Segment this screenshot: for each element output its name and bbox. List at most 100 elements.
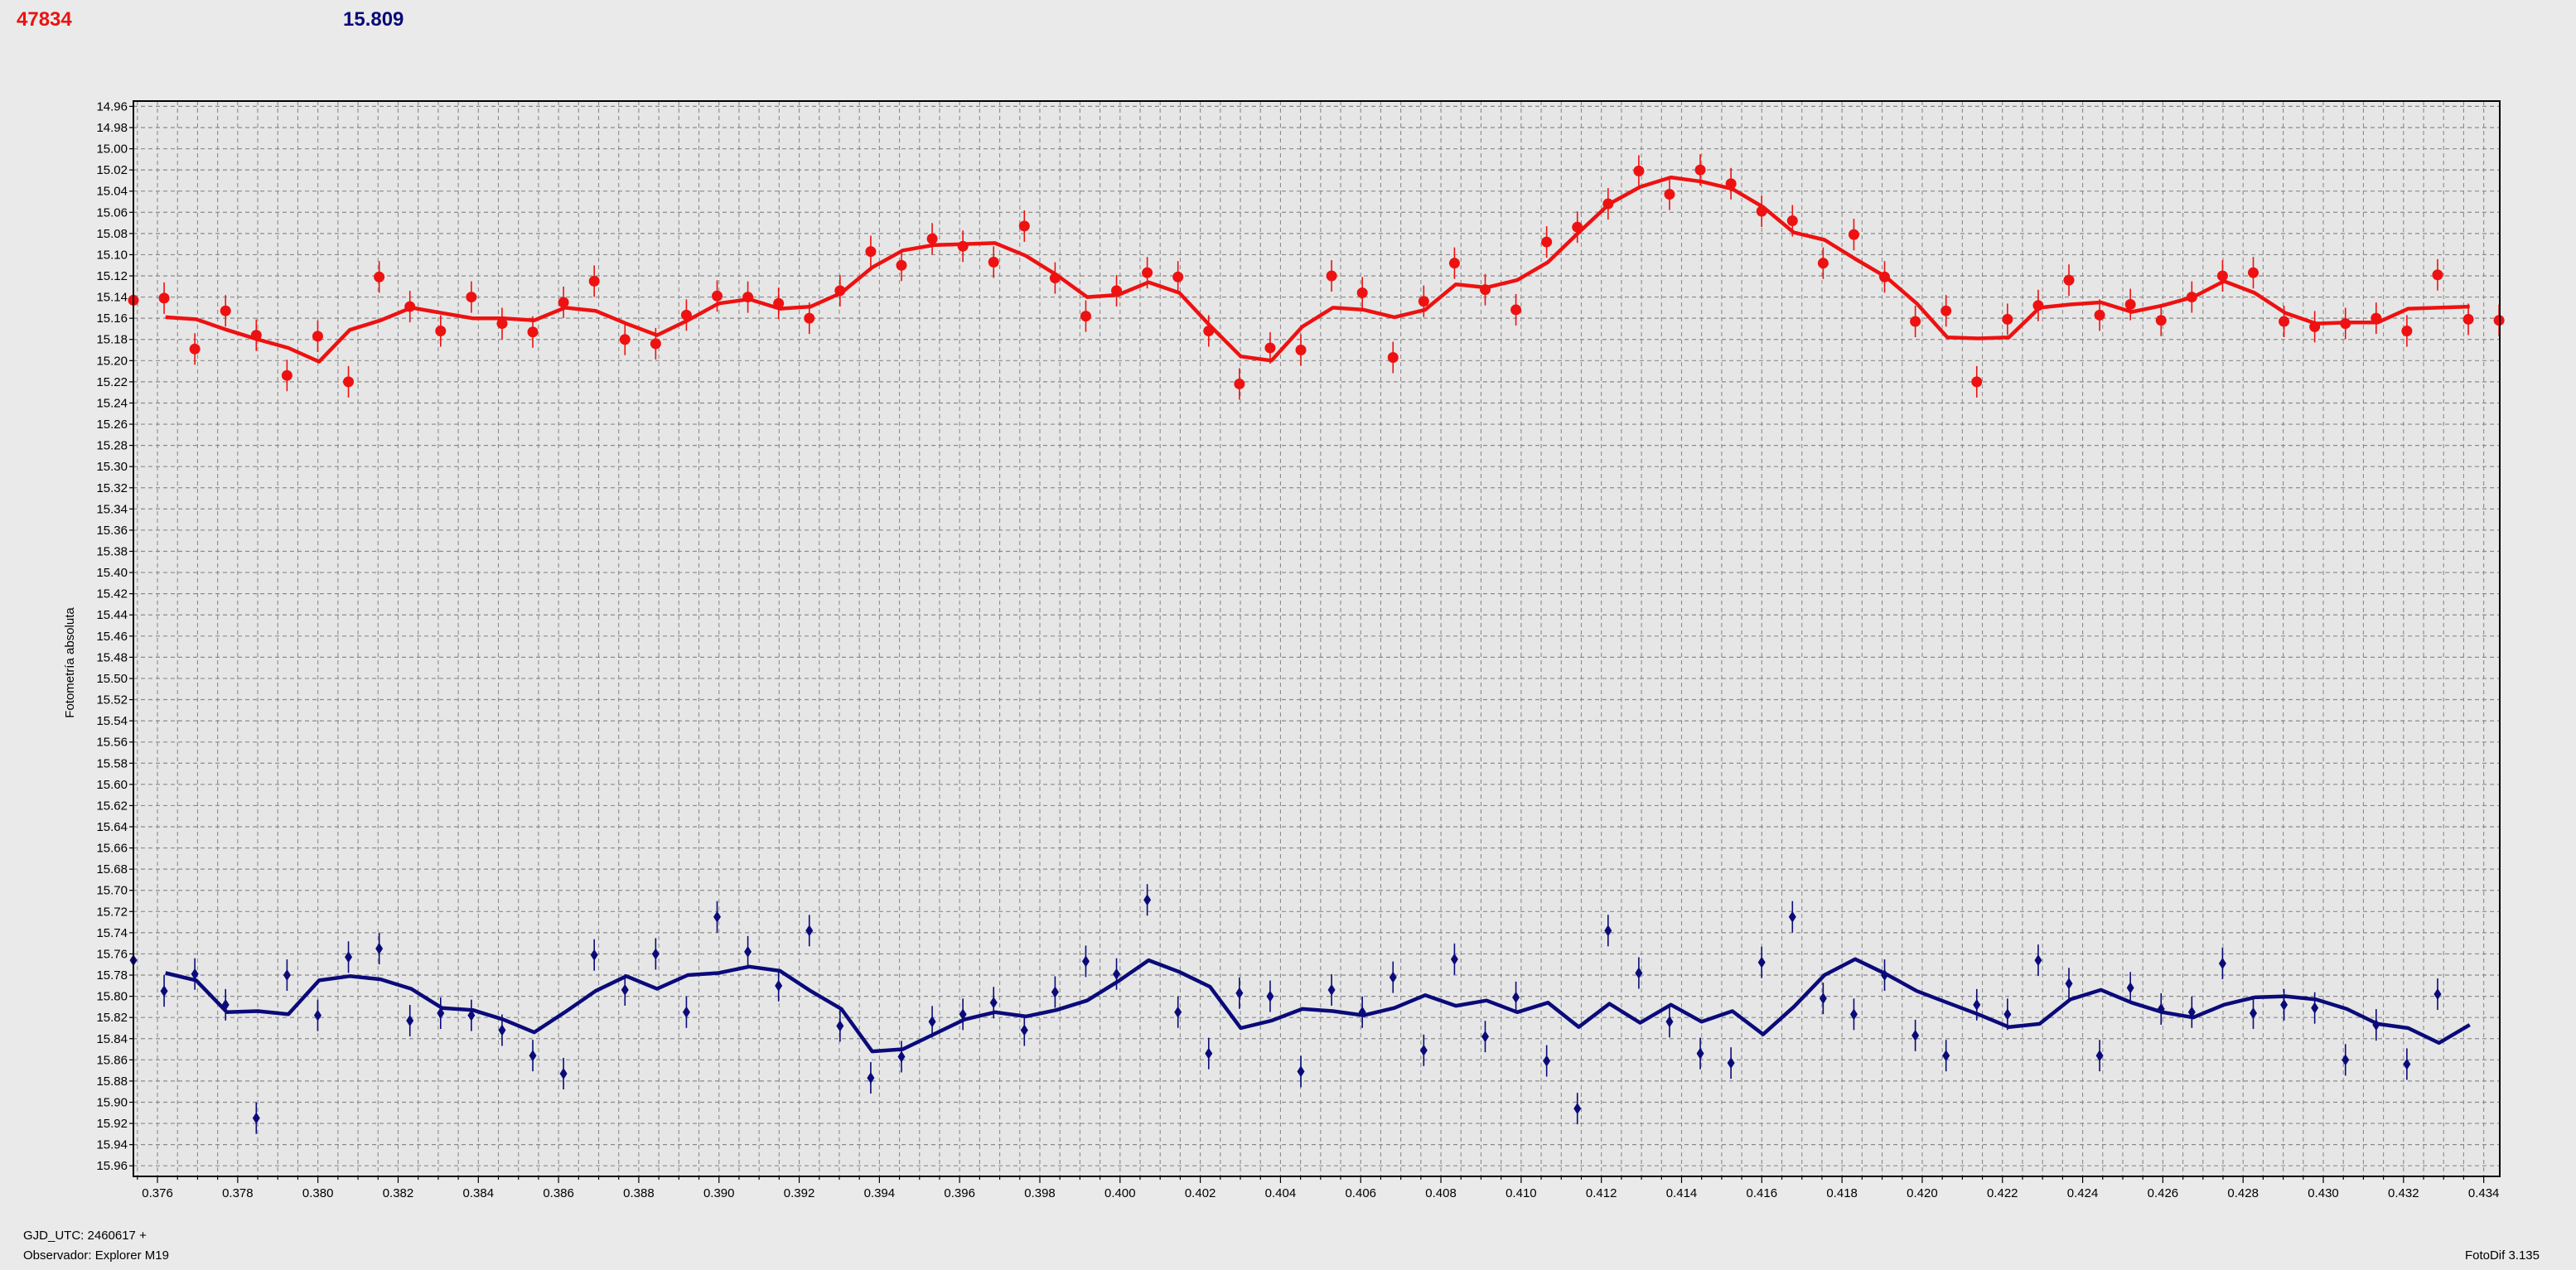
data-point xyxy=(1020,1024,1028,1036)
series-line xyxy=(165,957,2471,1054)
data-point xyxy=(467,1009,476,1021)
observer-label: Observador: Explorer M19 xyxy=(23,1248,169,1263)
y-tick-label: 15.52 xyxy=(96,693,128,707)
data-point xyxy=(2401,326,2413,337)
data-point xyxy=(896,259,907,271)
data-point xyxy=(959,1008,967,1021)
x-tick-label: 0.420 xyxy=(1907,1186,1938,1200)
y-tick-label: 15.90 xyxy=(96,1095,128,1109)
data-point xyxy=(283,969,291,982)
x-tick-label: 0.412 xyxy=(1586,1186,1617,1200)
y-tick-label: 15.56 xyxy=(96,736,128,750)
x-tick-label: 0.408 xyxy=(1425,1186,1457,1200)
data-point xyxy=(1418,296,1429,307)
data-point xyxy=(1018,220,1030,232)
data-point xyxy=(1786,215,1798,227)
x-tick-label: 0.384 xyxy=(463,1186,495,1200)
data-point xyxy=(2155,315,2167,326)
x-tick-label: 0.426 xyxy=(2148,1186,2179,1200)
data-point xyxy=(1971,376,1983,388)
x-tick-label: 0.398 xyxy=(1024,1186,1056,1200)
data-point xyxy=(1203,326,1215,337)
data-point xyxy=(1849,1008,1858,1021)
data-point xyxy=(1848,229,1859,240)
y-tick-label: 15.46 xyxy=(96,630,128,644)
data-point xyxy=(529,1050,537,1062)
y-tick-label: 15.80 xyxy=(96,990,128,1004)
x-tick-label: 0.386 xyxy=(543,1186,574,1200)
data-point xyxy=(1480,284,1491,296)
data-point xyxy=(712,290,723,302)
data-point xyxy=(1297,1065,1305,1078)
data-point xyxy=(404,301,416,312)
data-point xyxy=(744,945,752,958)
x-tick-label: 0.416 xyxy=(1747,1186,1778,1200)
y-tick-label: 15.08 xyxy=(96,227,128,241)
plot-background xyxy=(133,101,2500,1176)
data-point xyxy=(2309,321,2321,332)
data-point xyxy=(2342,1054,2350,1066)
data-point xyxy=(1512,991,1520,1003)
data-point xyxy=(1051,986,1059,998)
data-point xyxy=(650,338,661,350)
data-point xyxy=(2279,316,2290,327)
data-point xyxy=(2126,982,2134,994)
data-point xyxy=(682,1006,690,1018)
x-tick-label: 0.388 xyxy=(623,1186,655,1200)
y-tick-label: 15.44 xyxy=(96,608,128,622)
data-point xyxy=(1696,1047,1704,1060)
y-tick-label: 15.88 xyxy=(96,1074,128,1089)
data-point xyxy=(1205,1047,1213,1060)
data-point xyxy=(619,334,631,345)
y-tick-label: 15.16 xyxy=(96,311,128,326)
data-point xyxy=(2371,312,2382,324)
y-tick-label: 15.54 xyxy=(96,714,128,728)
data-point xyxy=(2432,269,2443,281)
x-tick-label: 0.382 xyxy=(383,1186,414,1200)
x-axis-ticks: 0.376 0.378 0.380 0.382 0.384 0.386 0.388 0.390… xyxy=(137,1176,2500,1200)
data-point xyxy=(1326,270,1337,282)
data-point xyxy=(2063,274,2075,286)
x-tick-label: 0.394 xyxy=(864,1186,896,1200)
data-point xyxy=(2340,318,2351,330)
data-point xyxy=(1757,956,1766,968)
data-point xyxy=(834,285,846,297)
x-tick-label: 0.392 xyxy=(784,1186,815,1200)
y-axis-label: Fotometría absoluta xyxy=(63,607,77,718)
y-tick-label: 15.34 xyxy=(96,502,128,516)
y-tick-label: 15.38 xyxy=(96,544,128,558)
y-tick-label: 15.02 xyxy=(96,163,128,177)
y-tick-label: 15.60 xyxy=(96,778,128,792)
y-tick-label: 15.50 xyxy=(96,672,128,686)
data-point xyxy=(1911,1029,1920,1041)
x-tick-label: 0.434 xyxy=(2468,1186,2500,1200)
data-point xyxy=(775,979,783,992)
x-tick-label: 0.424 xyxy=(2067,1186,2099,1200)
y-tick-label: 15.58 xyxy=(96,756,128,770)
y-axis-ticks: 14.96 14.98 15.00 15.02 15.04 15.06 15.08 15.10… xyxy=(96,99,133,1173)
plot-border xyxy=(133,100,2501,1177)
plot-frame xyxy=(133,100,2501,1177)
data-point xyxy=(1819,992,1827,1005)
y-tick-label: 15.96 xyxy=(96,1159,128,1173)
data-point xyxy=(343,376,355,388)
data-point xyxy=(559,1067,568,1079)
data-point xyxy=(1448,258,1460,269)
data-point xyxy=(375,943,384,955)
y-tick-label: 15.06 xyxy=(96,205,128,220)
data-point xyxy=(191,968,199,980)
y-tick-label: 15.94 xyxy=(96,1138,128,1152)
data-point xyxy=(2095,1050,2104,1062)
data-point xyxy=(1635,967,1643,979)
data-point xyxy=(406,1015,414,1027)
series-0 xyxy=(128,154,2505,400)
data-point xyxy=(1881,969,1889,982)
data-point xyxy=(498,1024,506,1036)
plot-area xyxy=(133,101,2500,1176)
y-tick-label: 15.10 xyxy=(96,248,128,262)
x-tick-label: 0.402 xyxy=(1185,1186,1216,1200)
data-point xyxy=(2187,1006,2196,1018)
data-point xyxy=(588,275,600,287)
data-point xyxy=(1725,178,1737,190)
